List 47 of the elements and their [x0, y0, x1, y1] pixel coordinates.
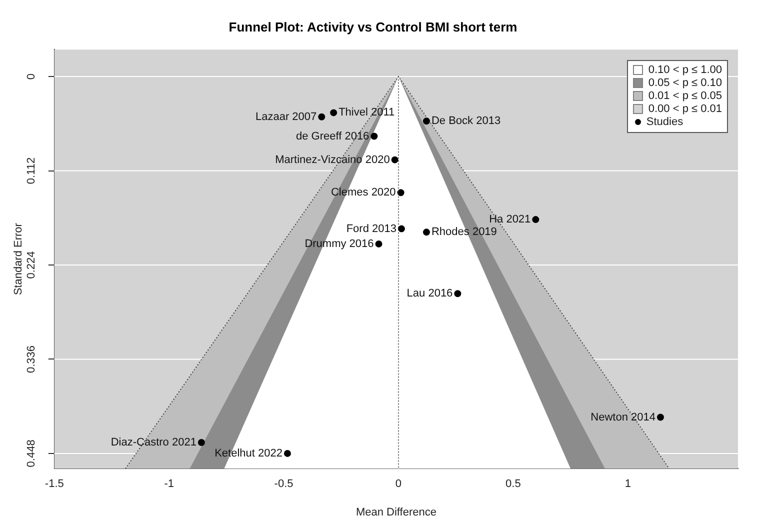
x-tick-label: 1: [624, 478, 631, 490]
annotation: Lazaar 2007: [255, 110, 317, 123]
point: [198, 439, 205, 446]
y-tick-label: 0.336: [26, 345, 38, 373]
band-label: 0.00 < p ≤ 0.01: [648, 102, 722, 116]
annotation: Thivel 2011: [338, 106, 395, 119]
annotation: Clemes 2020: [330, 186, 396, 199]
annotation: de Greeff 2016: [296, 130, 370, 142]
chart-title: Funnel Plot: Activity vs Control BMI short term: [228, 19, 518, 34]
x-tick-label: 0: [395, 478, 402, 490]
point: [454, 290, 462, 298]
annotation: Drummy 2016: [304, 238, 374, 250]
point: [370, 132, 378, 140]
x-axis-title: Mean Difference: [356, 506, 436, 518]
x-tick-label: -1: [164, 478, 174, 490]
annotation: Rhodes 2019: [431, 226, 497, 238]
x-tick-label: 0.5: [506, 478, 521, 490]
y-tick-label: 0.112: [26, 157, 38, 184]
legend-label: Studies: [646, 116, 684, 129]
point: [375, 240, 382, 248]
y-axis-title: Standard Error: [12, 222, 25, 296]
legend-label: 0.01 < p ≤ 0.05: [648, 90, 722, 103]
legend-label: 0.05 < p ≤ 0.10: [648, 76, 722, 90]
y-tick-label: 0.448: [26, 440, 38, 468]
x-tick-label: -1.5: [44, 478, 64, 490]
annotation: Newton 2014: [590, 411, 656, 424]
point: [397, 189, 404, 196]
point: [318, 113, 326, 120]
point: [391, 156, 398, 164]
x-tick-label: -0.5: [274, 478, 294, 490]
annotation: Martinez-Vizcaino 2020: [275, 154, 390, 166]
y-tick-label: 0.224: [26, 251, 38, 279]
annotation: De Bock 2013: [431, 115, 501, 128]
annotation: Diaz-Castro 2021: [110, 436, 196, 449]
annotation: Ford 2013: [346, 222, 396, 235]
point: [532, 216, 540, 224]
point: [330, 109, 338, 116]
annotation: Ketelhut 2022: [214, 447, 282, 460]
point: [284, 450, 291, 457]
y-tick-label: 0: [26, 73, 38, 80]
point: [422, 228, 430, 236]
annotation: Ha 2021: [489, 214, 531, 226]
point: [656, 414, 664, 421]
point: [398, 225, 405, 232]
annotation: Lau 2016: [406, 288, 453, 300]
point: [422, 118, 430, 125]
legend-label: 0.10 < p ≤ 1.00: [648, 64, 722, 77]
